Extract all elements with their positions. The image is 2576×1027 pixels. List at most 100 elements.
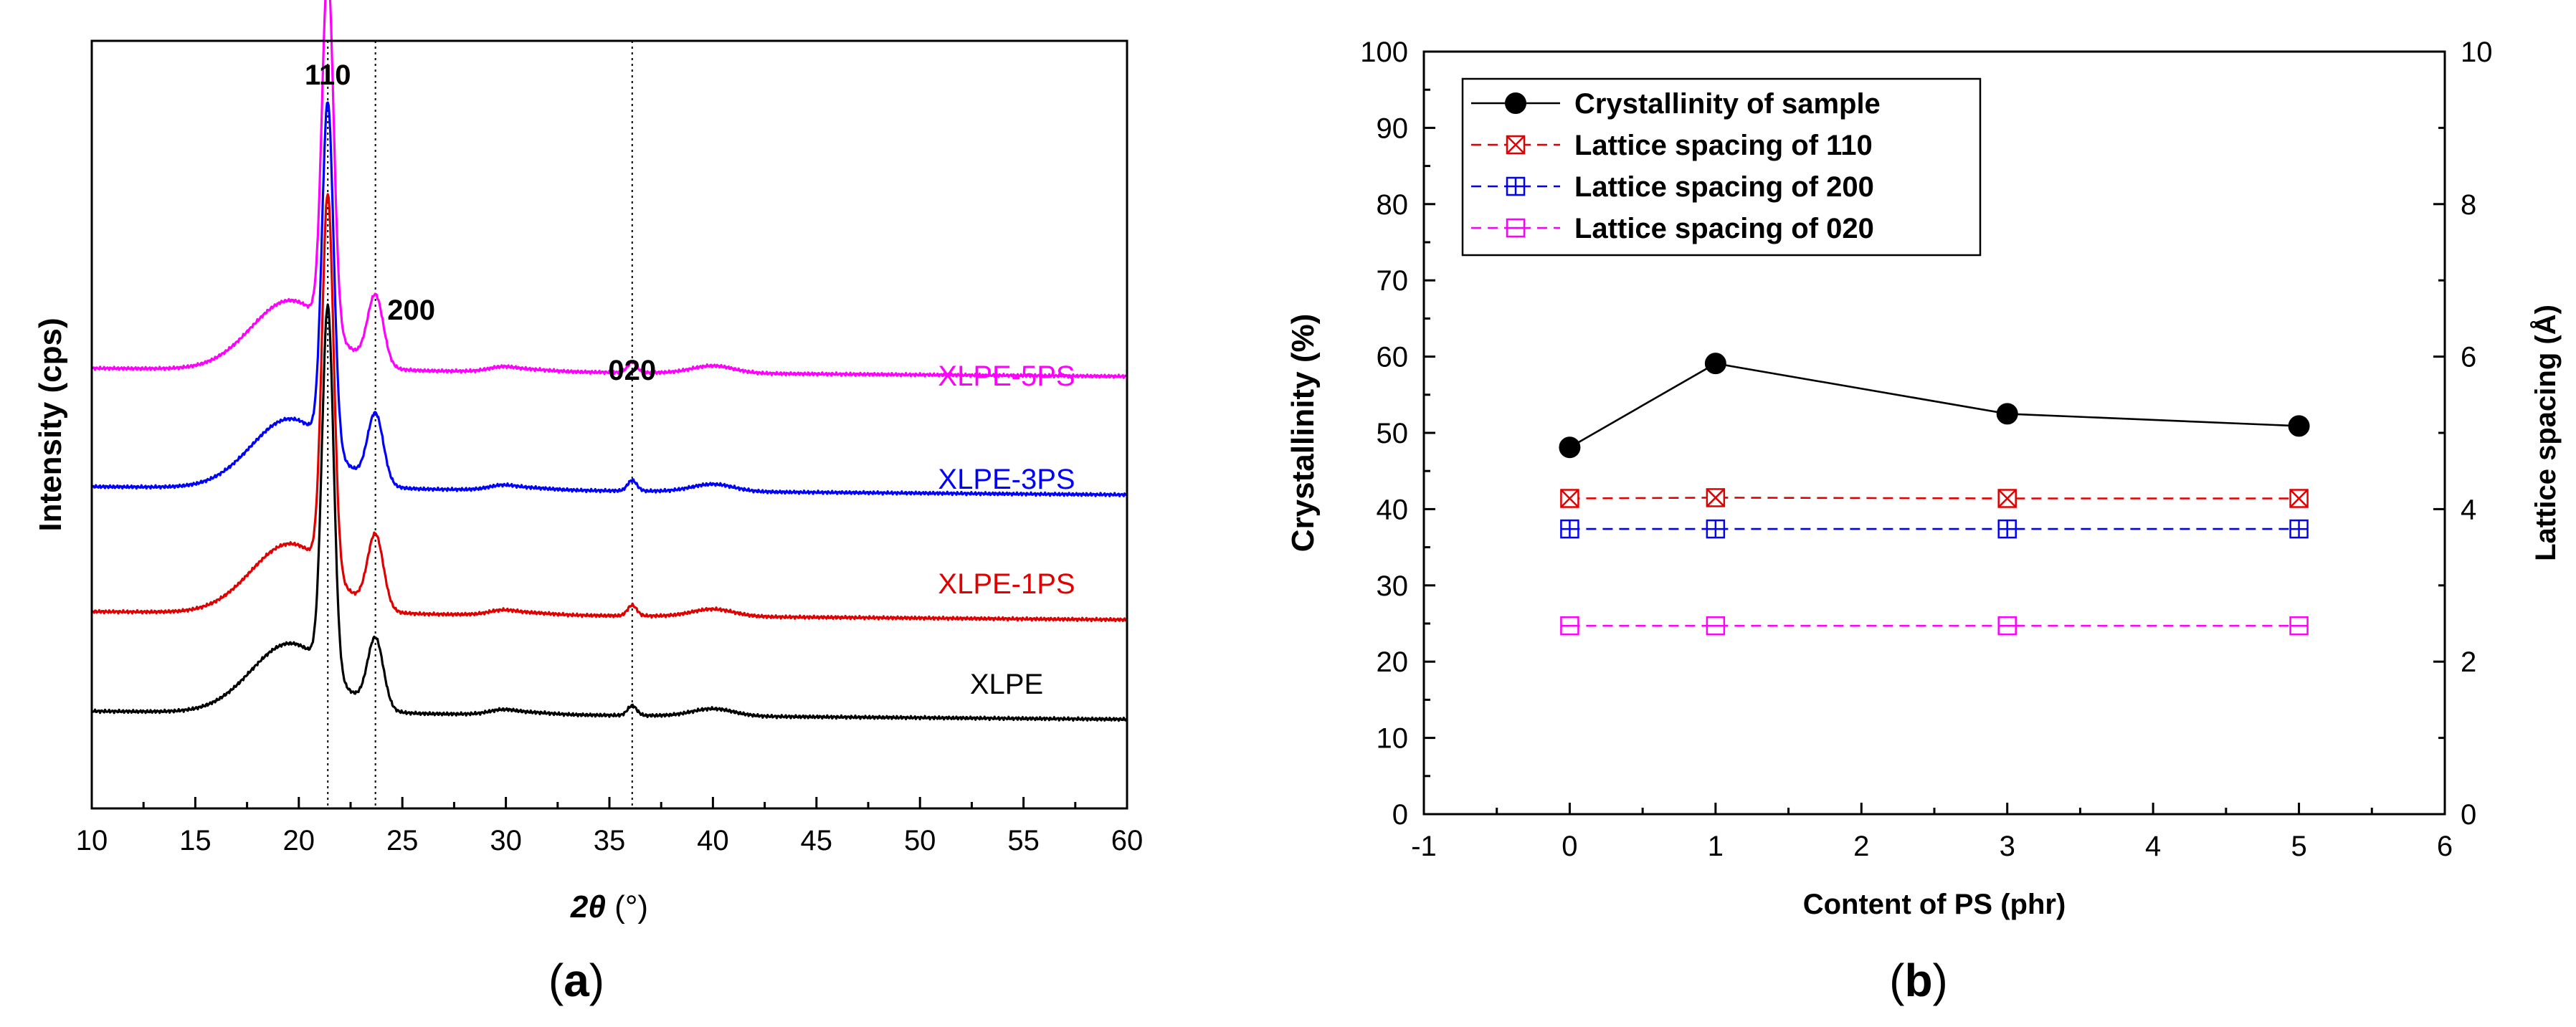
b-point-lattice-spacing-of-200-2 <box>1997 519 2017 539</box>
b-y-tick-label-10: 100 <box>1360 37 1408 68</box>
b-x-tick-label-7: 6 <box>2437 831 2453 862</box>
a-x-axis-label-symbol: 2θ <box>570 889 606 925</box>
b-legend-box <box>1461 77 1982 257</box>
a-series-label-xlpe-3ps: XLPE-3PS <box>938 464 1075 495</box>
b-point-lattice-spacing-of-020-1 <box>1706 616 1726 636</box>
a-series-label-xlpe-1ps: XLPE-1PS <box>938 568 1075 600</box>
b-legend-label-lattice-spacing-of-200: Lattice spacing of 200 <box>1574 171 1874 203</box>
b-legend-label-lattice-spacing-of-020: Lattice spacing of 020 <box>1574 213 1874 244</box>
b-y-tick-label-5: 50 <box>1377 418 1409 449</box>
a-reference-lines <box>327 41 633 808</box>
b-legend: Crystallinity of sample Lattice spacing o… <box>1461 77 1982 257</box>
b-point-lattice-spacing-of-020-2 <box>1997 616 2017 636</box>
b-x-tick-label-5: 4 <box>2145 831 2161 862</box>
b-x-tick-label-3: 2 <box>1853 831 1869 862</box>
b-legend-label-lattice-spacing-of-110: Lattice spacing of 110 <box>1574 130 1873 161</box>
b-point-lattice-spacing-of-110-0-diag2 <box>1560 489 1579 508</box>
a-x-tick-label-8: 50 <box>904 825 936 856</box>
a-x-tick-label-6: 40 <box>697 825 729 856</box>
b-point-lattice-spacing-of-200-1 <box>1706 519 1726 539</box>
b-legend-marker-lattice-spacing-of-200 <box>1506 176 1526 196</box>
a-curve-xlpe-5ps <box>90 0 1128 379</box>
b-y-tick-label-8: 80 <box>1377 189 1409 221</box>
b-y-axis-label: Crystallinity (%) <box>1285 314 1321 553</box>
a-curve-xlpe-3ps <box>91 101 1128 498</box>
b-point-lattice-spacing-of-110-2-diag2 <box>1997 489 2017 508</box>
b-y2-axis-label: Lattice spacing (Å) <box>2529 305 2562 561</box>
b-point-lattice-spacing-of-110-0 <box>1560 489 1579 508</box>
b-y-tick-label-0: 0 <box>1392 799 1408 831</box>
a-x-tick-label-5: 35 <box>594 825 626 856</box>
a-y-axis-label: Intensity (cps) <box>33 317 68 531</box>
a-series-label-xlpe: XLPE <box>970 669 1043 700</box>
a-x-axis-label-unit: (°) <box>606 889 648 925</box>
b-y2-tick-label-4: 8 <box>2461 189 2476 221</box>
b-y2-tick-label-3: 6 <box>2461 342 2476 373</box>
a-x-tick-label-2: 20 <box>283 825 315 856</box>
b-y-tick-label-1: 10 <box>1377 723 1409 755</box>
b-point-lattice-spacing-of-110-3 <box>2289 489 2309 508</box>
b-x-tick-label-6: 5 <box>2291 831 2306 862</box>
a-series-curves <box>90 0 1128 722</box>
b-y2-tick-label-5: 10 <box>2461 37 2493 68</box>
a-peak-label-020: 020 <box>608 355 656 386</box>
b-legend-marker-lattice-spacing-of-110 <box>1506 135 1526 155</box>
b-point-lattice-spacing-of-110-1 <box>1706 488 1726 507</box>
b-y-tick-label-7: 70 <box>1377 265 1409 297</box>
b-y-tick-label-2: 20 <box>1377 646 1409 678</box>
b-point-lattice-spacing-of-200-0 <box>1560 519 1579 539</box>
a-series-labels: XLPE XLPE-1PS XLPE-3PS XLPE-5PS <box>938 360 1075 700</box>
a-x-axis-label: 2θ (°) <box>570 889 648 925</box>
a-x-tick-label-10: 60 <box>1111 825 1144 856</box>
b-legend-label-crystallinity-of-sample: Crystallinity of sample <box>1574 88 1881 120</box>
b-line-crystallinity-of-sample <box>1569 362 2299 449</box>
b-y2-tick-label-1: 2 <box>2461 646 2476 678</box>
b-x-tick-label-1: 0 <box>1562 831 1577 862</box>
b-legend-marker-lattice-spacing-of-020 <box>1506 218 1526 238</box>
b-point-lattice-spacing-of-200-3 <box>2289 519 2309 539</box>
a-caption-letter: a <box>564 955 589 1006</box>
b-x-tick-label-4: 3 <box>2000 831 2015 862</box>
a-peak-label-110: 110 <box>305 59 351 91</box>
a-x-tick-label-0: 10 <box>76 825 108 856</box>
a-x-tick-label-4: 30 <box>490 825 522 856</box>
b-point-lattice-spacing-of-020-0 <box>1560 616 1579 636</box>
b-point-lattice-spacing-of-110-1-diag2 <box>1706 488 1725 507</box>
b-point-lattice-spacing-of-110-2 <box>1997 489 2017 508</box>
a-x-ticks: 10 15 20 25 30 35 40 45 50 55 60 <box>76 797 1144 856</box>
b-point-lattice-spacing-of-110-3-diag2 <box>2289 489 2309 508</box>
a-x-tick-label-7: 45 <box>801 825 833 856</box>
b-y2-tick-label-2: 4 <box>2461 494 2476 525</box>
b-y-tick-label-3: 30 <box>1377 570 1409 602</box>
b-x-axis-label: Content of PS (phr) <box>1803 889 2066 920</box>
b-legend-marker-lattice-spacing-of-110-diag2 <box>1506 135 1525 154</box>
b-point-crystallinity-of-sample-2 <box>1996 403 2018 425</box>
b-y2-tick-label-0: 0 <box>2461 799 2476 831</box>
b-x-tick-label-2: 1 <box>1708 831 1724 862</box>
a-x-tick-label-3: 25 <box>386 825 419 856</box>
b-caption: (b) <box>1889 955 1948 1006</box>
b-y-tick-label-9: 90 <box>1377 113 1409 144</box>
b-y-tick-label-4: 40 <box>1377 494 1409 525</box>
a-x-tick-label-1: 15 <box>179 825 212 856</box>
b-point-crystallinity-of-sample-0 <box>1559 436 1581 459</box>
a-peak-label-200: 200 <box>387 295 435 326</box>
a-peak-labels: 110 200 020 <box>305 59 656 386</box>
a-curve-xlpe <box>90 303 1128 722</box>
b-legend-marker-crystallinity-of-sample <box>1505 92 1526 114</box>
a-caption: (a) <box>548 955 604 1006</box>
b-point-lattice-spacing-of-020-3 <box>2289 616 2309 636</box>
b-caption-letter: b <box>1904 955 1932 1006</box>
b-series <box>1559 353 2310 636</box>
b-point-crystallinity-of-sample-1 <box>1704 353 1726 375</box>
a-series-label-xlpe-5ps: XLPE-5PS <box>938 360 1075 392</box>
b-point-crystallinity-of-sample-3 <box>2288 415 2310 437</box>
b-x-tick-label-0: -1 <box>1411 831 1437 862</box>
a-curve-xlpe-1ps <box>90 193 1128 623</box>
a-x-tick-label-9: 55 <box>1007 825 1040 856</box>
b-y-tick-label-6: 60 <box>1377 342 1409 373</box>
b-line-lattice-spacing-of-110 <box>1569 497 2299 500</box>
